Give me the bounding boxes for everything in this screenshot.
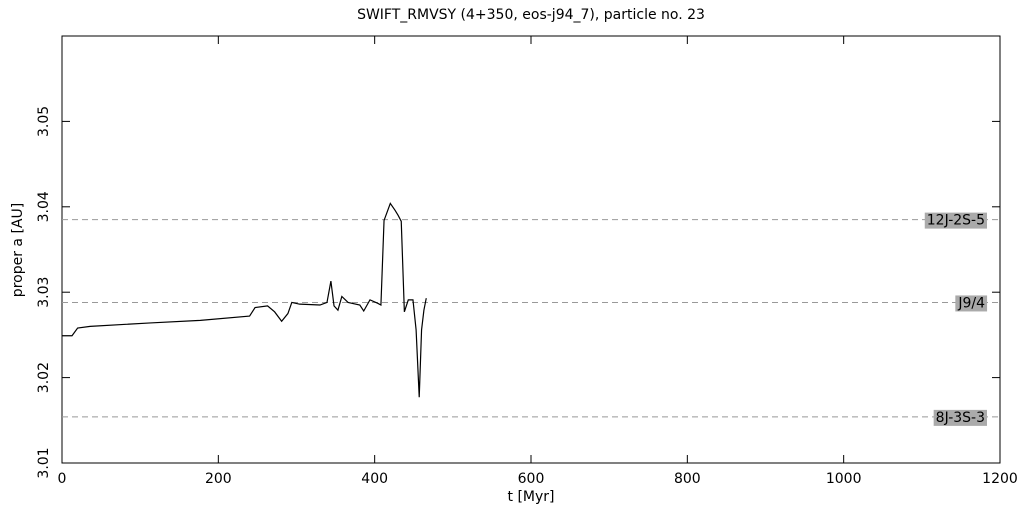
chart-title: SWIFT_RMVSY (4+350, eos-j94_7), particle…: [357, 7, 705, 23]
plot-frame: [61, 35, 1001, 464]
y-tick-label: 3.05: [36, 106, 52, 137]
x-tick-label: 600: [518, 471, 545, 487]
x-tick-label: 400: [361, 471, 388, 487]
y-tick-label: 3.04: [36, 191, 52, 222]
resonance-label: 8J-3S-3: [936, 410, 985, 426]
data-line: [62, 202, 427, 398]
x-tick-label: 800: [674, 471, 701, 487]
resonance-label-bg: [924, 212, 987, 229]
x-axis-label: t [Myr]: [508, 489, 555, 505]
y-tick-label: 3.02: [36, 362, 52, 393]
resonance-label-bg: [933, 409, 987, 426]
y-tick-label: 3.03: [36, 277, 52, 308]
resonance-label-bg: [955, 295, 988, 312]
x-tick-label: 0: [58, 471, 67, 487]
y-axis-label: proper a [AU]: [10, 203, 26, 297]
y-tick-label: 3.01: [36, 447, 52, 478]
resonance-label: 12J-2S-5: [927, 213, 985, 229]
x-tick-label: 1000: [826, 471, 862, 487]
x-tick-label: 1200: [982, 471, 1018, 487]
x-tick-label: 200: [205, 471, 232, 487]
resonance-label: J9/4: [957, 295, 985, 311]
